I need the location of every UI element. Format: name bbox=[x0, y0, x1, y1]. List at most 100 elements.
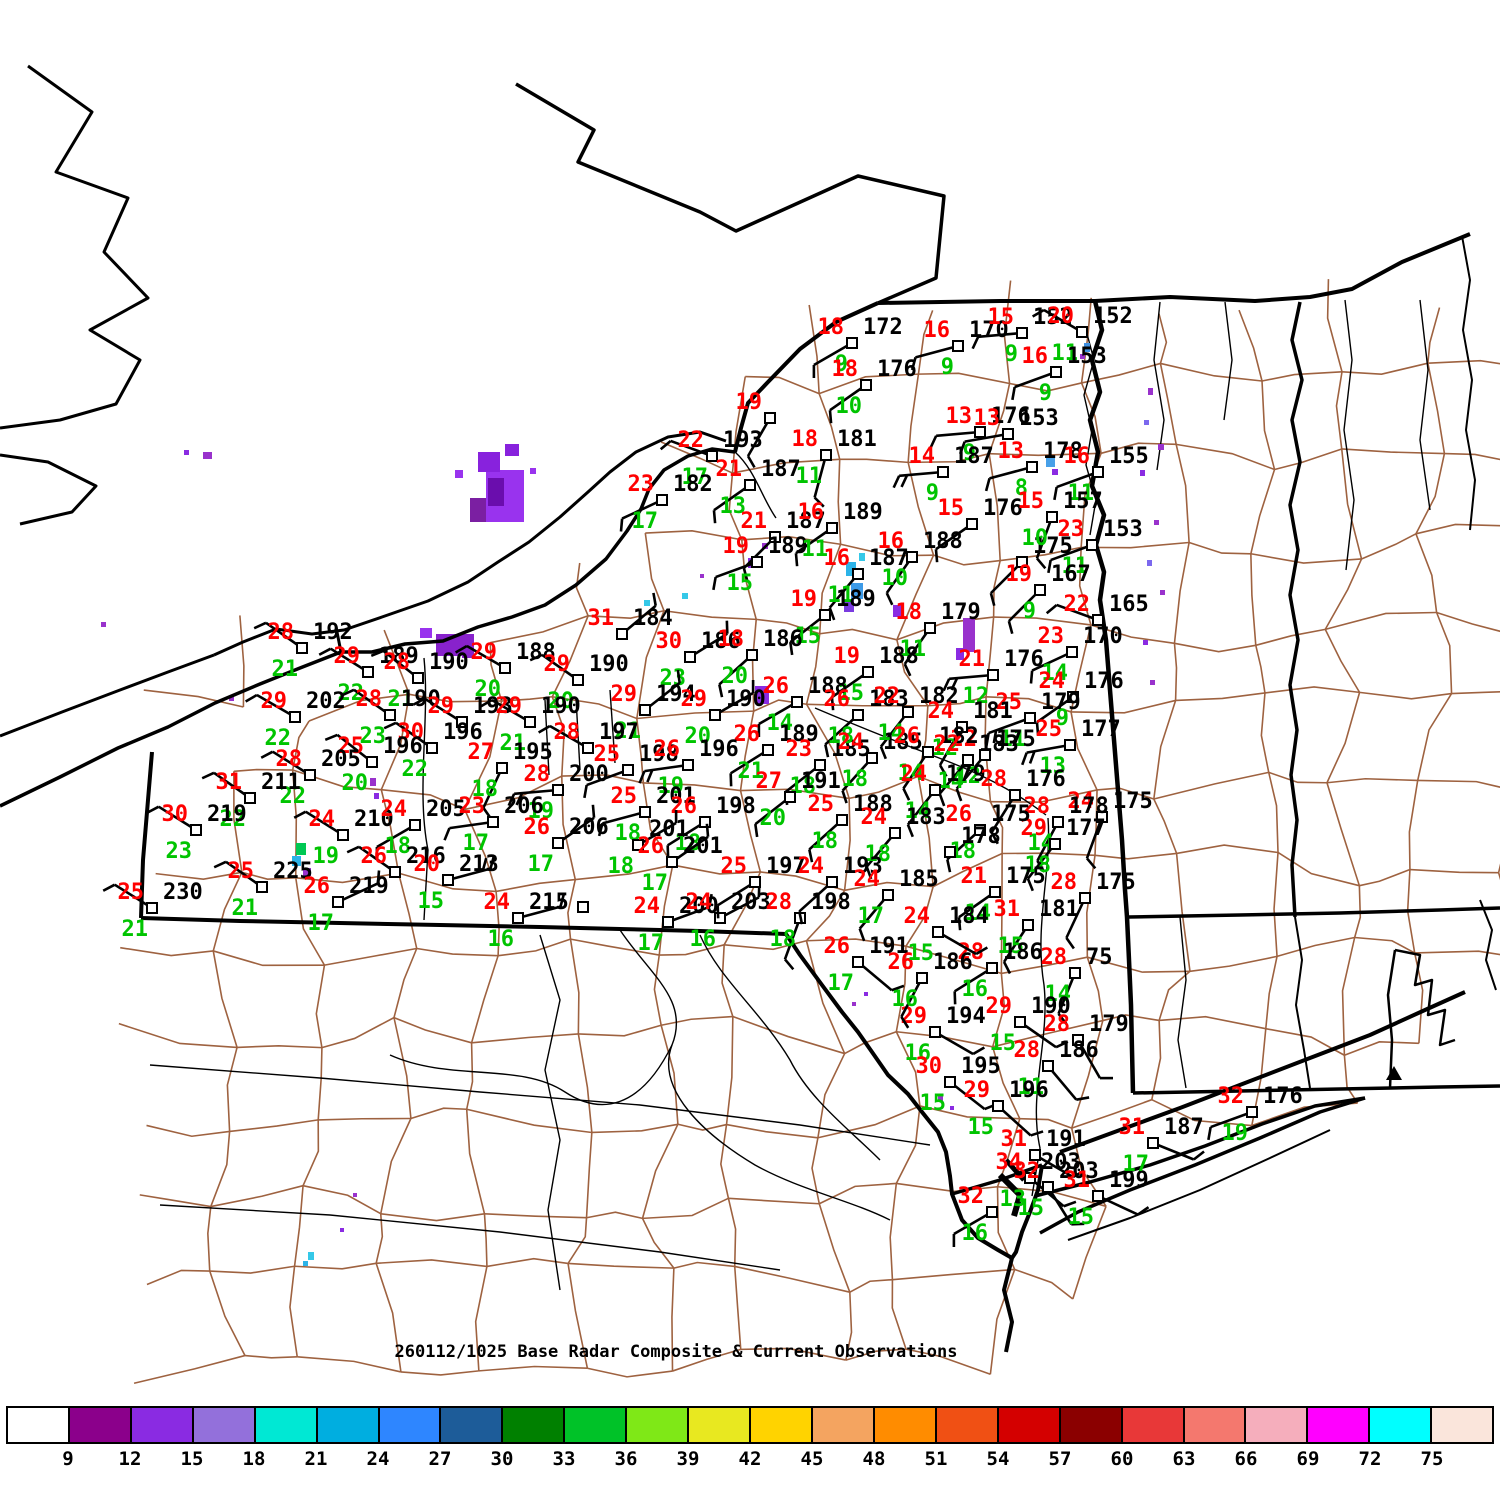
station-dewpoint: 15 bbox=[990, 1031, 1017, 1056]
county-line bbox=[213, 950, 325, 967]
station-pressure: 189 bbox=[836, 587, 876, 612]
station-dewpoint: 15 bbox=[920, 1091, 947, 1116]
station-marker bbox=[616, 628, 628, 640]
wind-barb-tick bbox=[742, 567, 749, 582]
colorbar-cell bbox=[565, 1408, 628, 1442]
county-line bbox=[321, 1016, 395, 1049]
wind-barb-shaft bbox=[304, 810, 344, 837]
colorbar-cell bbox=[1246, 1408, 1309, 1442]
radar-echo bbox=[1154, 520, 1159, 525]
county-line bbox=[739, 710, 755, 791]
wind-barb-shaft bbox=[900, 977, 924, 1018]
river-line bbox=[575, 697, 581, 771]
station-plot: 21 175 14 bbox=[957, 864, 1046, 931]
county-line bbox=[1261, 371, 1343, 382]
county-line bbox=[1268, 771, 1327, 784]
station-marker bbox=[862, 666, 874, 678]
county-line bbox=[237, 1044, 322, 1049]
station-marker bbox=[622, 764, 634, 776]
wind-barb-tick bbox=[1057, 1012, 1068, 1025]
county-line bbox=[1071, 1098, 1153, 1129]
station-marker bbox=[922, 746, 934, 758]
station-marker bbox=[1092, 1190, 1104, 1202]
station-dewpoint: 22 bbox=[402, 757, 429, 782]
station-marker bbox=[289, 711, 301, 723]
station-plot: 29 177 18 bbox=[1021, 816, 1106, 892]
station-marker bbox=[304, 769, 316, 781]
station-temperature: 30 bbox=[916, 1054, 943, 1079]
station-plot: 15 176 bbox=[934, 496, 1023, 563]
station-temperature: 26 bbox=[894, 724, 921, 749]
county-line bbox=[732, 1015, 845, 1055]
wind-barb-tick bbox=[591, 804, 596, 818]
county-line bbox=[663, 609, 757, 621]
station-dewpoint: 17 bbox=[463, 831, 490, 856]
wind-barb-tick bbox=[1036, 860, 1046, 873]
wind-barb-shaft bbox=[885, 556, 914, 594]
wind-barb-tick bbox=[346, 845, 360, 854]
wind-barb-tick bbox=[1021, 752, 1028, 766]
county-line bbox=[991, 1046, 1021, 1120]
station-dewpoint: 14 bbox=[1045, 982, 1072, 1007]
station-dewpoint: 17 bbox=[638, 931, 665, 956]
county-line bbox=[840, 543, 934, 557]
station-temperature: 22 bbox=[874, 684, 901, 709]
county-line bbox=[1341, 937, 1356, 1056]
radar-echo bbox=[644, 600, 650, 606]
station-pressure: 184 bbox=[633, 606, 673, 631]
county-line bbox=[1353, 885, 1362, 938]
station-temperature: 26 bbox=[671, 794, 698, 819]
station-marker bbox=[337, 829, 349, 841]
station-pressure: 185 bbox=[831, 737, 871, 762]
wind-barb-tick bbox=[841, 790, 848, 804]
county-line bbox=[474, 1266, 488, 1371]
county-line bbox=[1014, 1268, 1074, 1300]
station-pressure: 206 bbox=[569, 815, 609, 840]
wind-barb-tick bbox=[813, 496, 825, 508]
county-line bbox=[575, 864, 673, 881]
radar-echo bbox=[101, 622, 106, 627]
station-dewpoint: 16 bbox=[962, 1221, 989, 1246]
wind-barb-tick bbox=[583, 784, 588, 799]
wind-barb-shaft bbox=[213, 771, 251, 800]
wind-barb-tick bbox=[489, 855, 496, 869]
station-marker bbox=[1069, 967, 1081, 979]
county-line bbox=[375, 1213, 384, 1264]
station-temperature: 28 bbox=[766, 890, 793, 915]
station-temperature: 25 bbox=[721, 854, 748, 879]
radar-echo bbox=[1160, 590, 1165, 595]
station-temperature: 28 bbox=[981, 767, 1008, 792]
county-line bbox=[985, 616, 995, 697]
station-dewpoint: 22 bbox=[220, 807, 247, 832]
wind-barb-shaft bbox=[517, 905, 561, 920]
station-temperature: 21 bbox=[959, 647, 986, 672]
wind-barb-tick bbox=[975, 946, 989, 956]
wind-barb-shaft bbox=[989, 465, 1033, 480]
wind-barb-tick bbox=[950, 677, 959, 691]
station-plot: 21 176 12 bbox=[942, 647, 1044, 709]
wind-barb-tick bbox=[1030, 1130, 1044, 1137]
station-pressure: 225 bbox=[273, 859, 313, 884]
radar-echo bbox=[488, 478, 504, 506]
station-temperature: 14 bbox=[909, 444, 936, 469]
station-pressure: 177 bbox=[1081, 717, 1121, 742]
wind-barb-shaft bbox=[329, 647, 369, 674]
station-dewpoint: 21 bbox=[615, 719, 642, 744]
wind-barb-shaft bbox=[671, 835, 709, 864]
county-line bbox=[805, 940, 846, 1054]
county-line bbox=[380, 694, 411, 791]
wind-barb-shaft bbox=[353, 688, 391, 717]
station-pressure: 179 bbox=[1089, 1012, 1129, 1037]
colorbar-tick-label: 63 bbox=[1172, 1448, 1196, 1470]
county-line bbox=[1326, 692, 1361, 784]
county-line bbox=[1072, 1206, 1107, 1300]
station-dewpoint: 21 bbox=[500, 731, 527, 756]
river-line bbox=[539, 934, 561, 1291]
county-line bbox=[734, 1265, 850, 1293]
station-temperature: 25 bbox=[996, 690, 1023, 715]
county-line bbox=[229, 1119, 319, 1133]
station-dewpoint: 14 bbox=[898, 761, 925, 786]
colorbar-cell bbox=[69, 1408, 132, 1442]
station-plot: 28 205 22 bbox=[260, 747, 361, 809]
